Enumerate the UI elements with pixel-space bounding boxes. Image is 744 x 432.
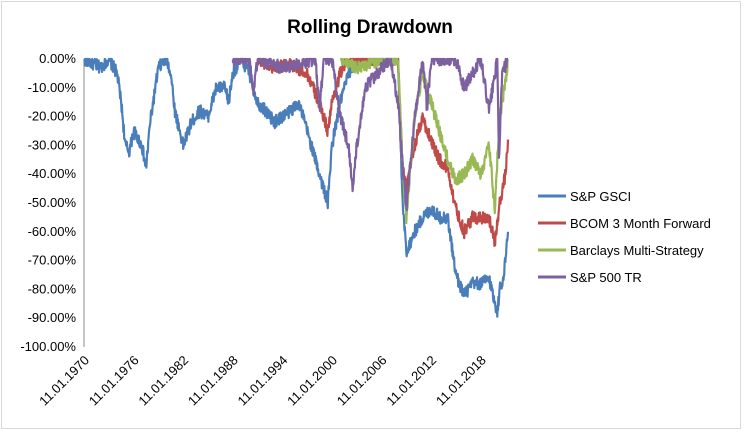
y-tick-label: -20.00% xyxy=(28,109,77,124)
y-axis-labels: 0.00% -10.00% -20.00% -30.00% -40.00% -50.00%… xyxy=(20,51,76,354)
x-tick-label: 11.01.2018 xyxy=(433,353,489,409)
y-tick-label: -40.00% xyxy=(28,166,77,181)
series-line xyxy=(231,57,509,212)
y-tick-label: -50.00% xyxy=(28,195,77,210)
x-tick-label: 11.01.1982 xyxy=(135,353,191,409)
y-tick-label: -80.00% xyxy=(28,281,77,296)
legend-label: S&P 500 TR xyxy=(570,270,642,285)
x-tick-label: 11.01.1994 xyxy=(235,353,291,409)
y-tick-label: 0.00% xyxy=(39,51,76,66)
legend-label: Barclays Multi-Strategy xyxy=(570,243,704,258)
legend-label: BCOM 3 Month Forward xyxy=(570,216,711,231)
legend: S&P GSCI BCOM 3 Month Forward Barclays Mul… xyxy=(538,189,711,285)
x-tick-label: 11.01.2000 xyxy=(284,353,340,409)
y-tick-label: -70.00% xyxy=(28,253,77,268)
chart-title: Rolling Drawdown xyxy=(287,17,453,38)
y-tick-label: -90.00% xyxy=(28,310,77,325)
x-tick-label: 11.01.1970 xyxy=(36,353,92,409)
legend-label: S&P GSCI xyxy=(570,189,631,204)
y-tick-label: -60.00% xyxy=(28,224,77,239)
x-tick-label: 11.01.1976 xyxy=(86,353,142,409)
x-tick-label: 11.01.2012 xyxy=(383,353,439,409)
x-tick-label: 11.01.1988 xyxy=(185,353,241,409)
y-tick-label: -100.00% xyxy=(20,339,76,354)
y-tick-label: -10.00% xyxy=(28,80,77,95)
x-axis-labels: 11.01.197011.01.197611.01.198211.01.1988… xyxy=(36,353,489,409)
series-lines xyxy=(83,57,510,318)
series-line xyxy=(256,57,510,247)
y-tick-label: -30.00% xyxy=(28,137,77,152)
x-tick-label: 11.01.2006 xyxy=(334,353,390,409)
series-line xyxy=(83,57,510,318)
